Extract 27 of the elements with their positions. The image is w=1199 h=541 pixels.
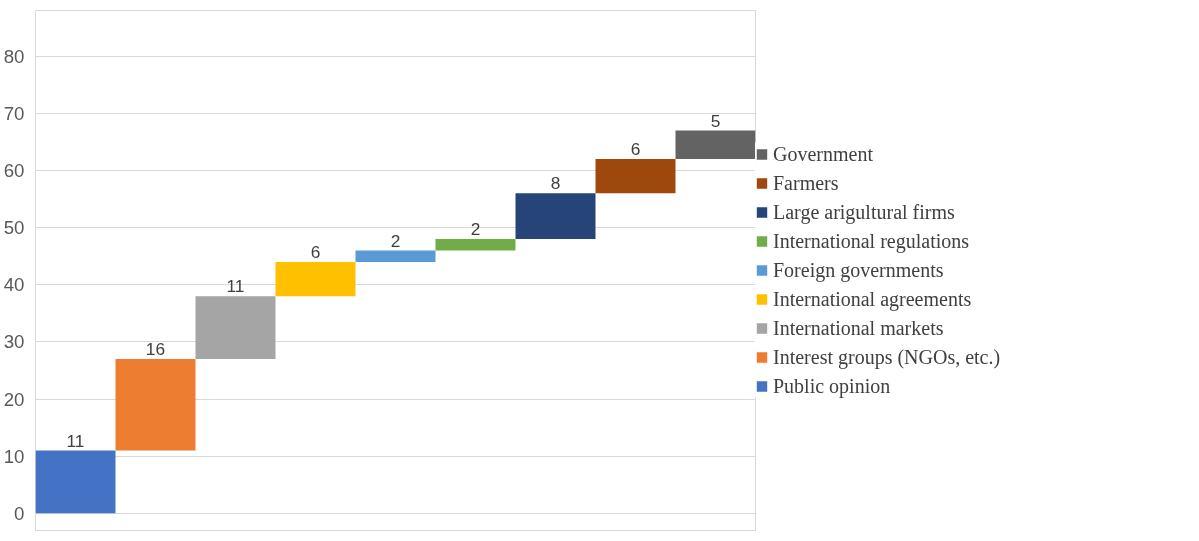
- data-label: 5: [710, 110, 721, 131]
- data-label: 6: [310, 241, 321, 262]
- legend-label: Public opinion: [773, 374, 891, 398]
- data-label: 2: [390, 230, 401, 251]
- legend-label: International agreements: [773, 287, 972, 311]
- y-tick-label: 0: [14, 502, 25, 524]
- legend-label: Foreign governments: [773, 258, 944, 282]
- legend-label: Government: [773, 142, 873, 166]
- y-tick-label: 60: [3, 160, 25, 181]
- data-label: 11: [226, 276, 245, 297]
- legend-label: International markets: [773, 316, 944, 340]
- legend-label: Farmers: [773, 171, 839, 195]
- y-tick-label: 10: [3, 445, 25, 467]
- y-tick-label: 50: [3, 217, 25, 239]
- y-tick-label: 80: [3, 45, 25, 67]
- data-label: 2: [470, 219, 481, 240]
- data-label: 6: [630, 139, 641, 160]
- y-tick-label: 70: [3, 102, 25, 124]
- data-label: 16: [145, 339, 166, 360]
- legend-label: International regulations: [773, 229, 970, 253]
- legend-label: Large arigultural firms: [773, 200, 955, 224]
- data-label: 11: [66, 430, 85, 451]
- y-tick-label: 30: [3, 331, 25, 353]
- y-tick-label: 40: [3, 274, 25, 296]
- y-tick-label: 20: [3, 388, 25, 410]
- data-label: 8: [550, 173, 561, 194]
- legend-label: Interest groups (NGOs, etc.): [773, 345, 1001, 369]
